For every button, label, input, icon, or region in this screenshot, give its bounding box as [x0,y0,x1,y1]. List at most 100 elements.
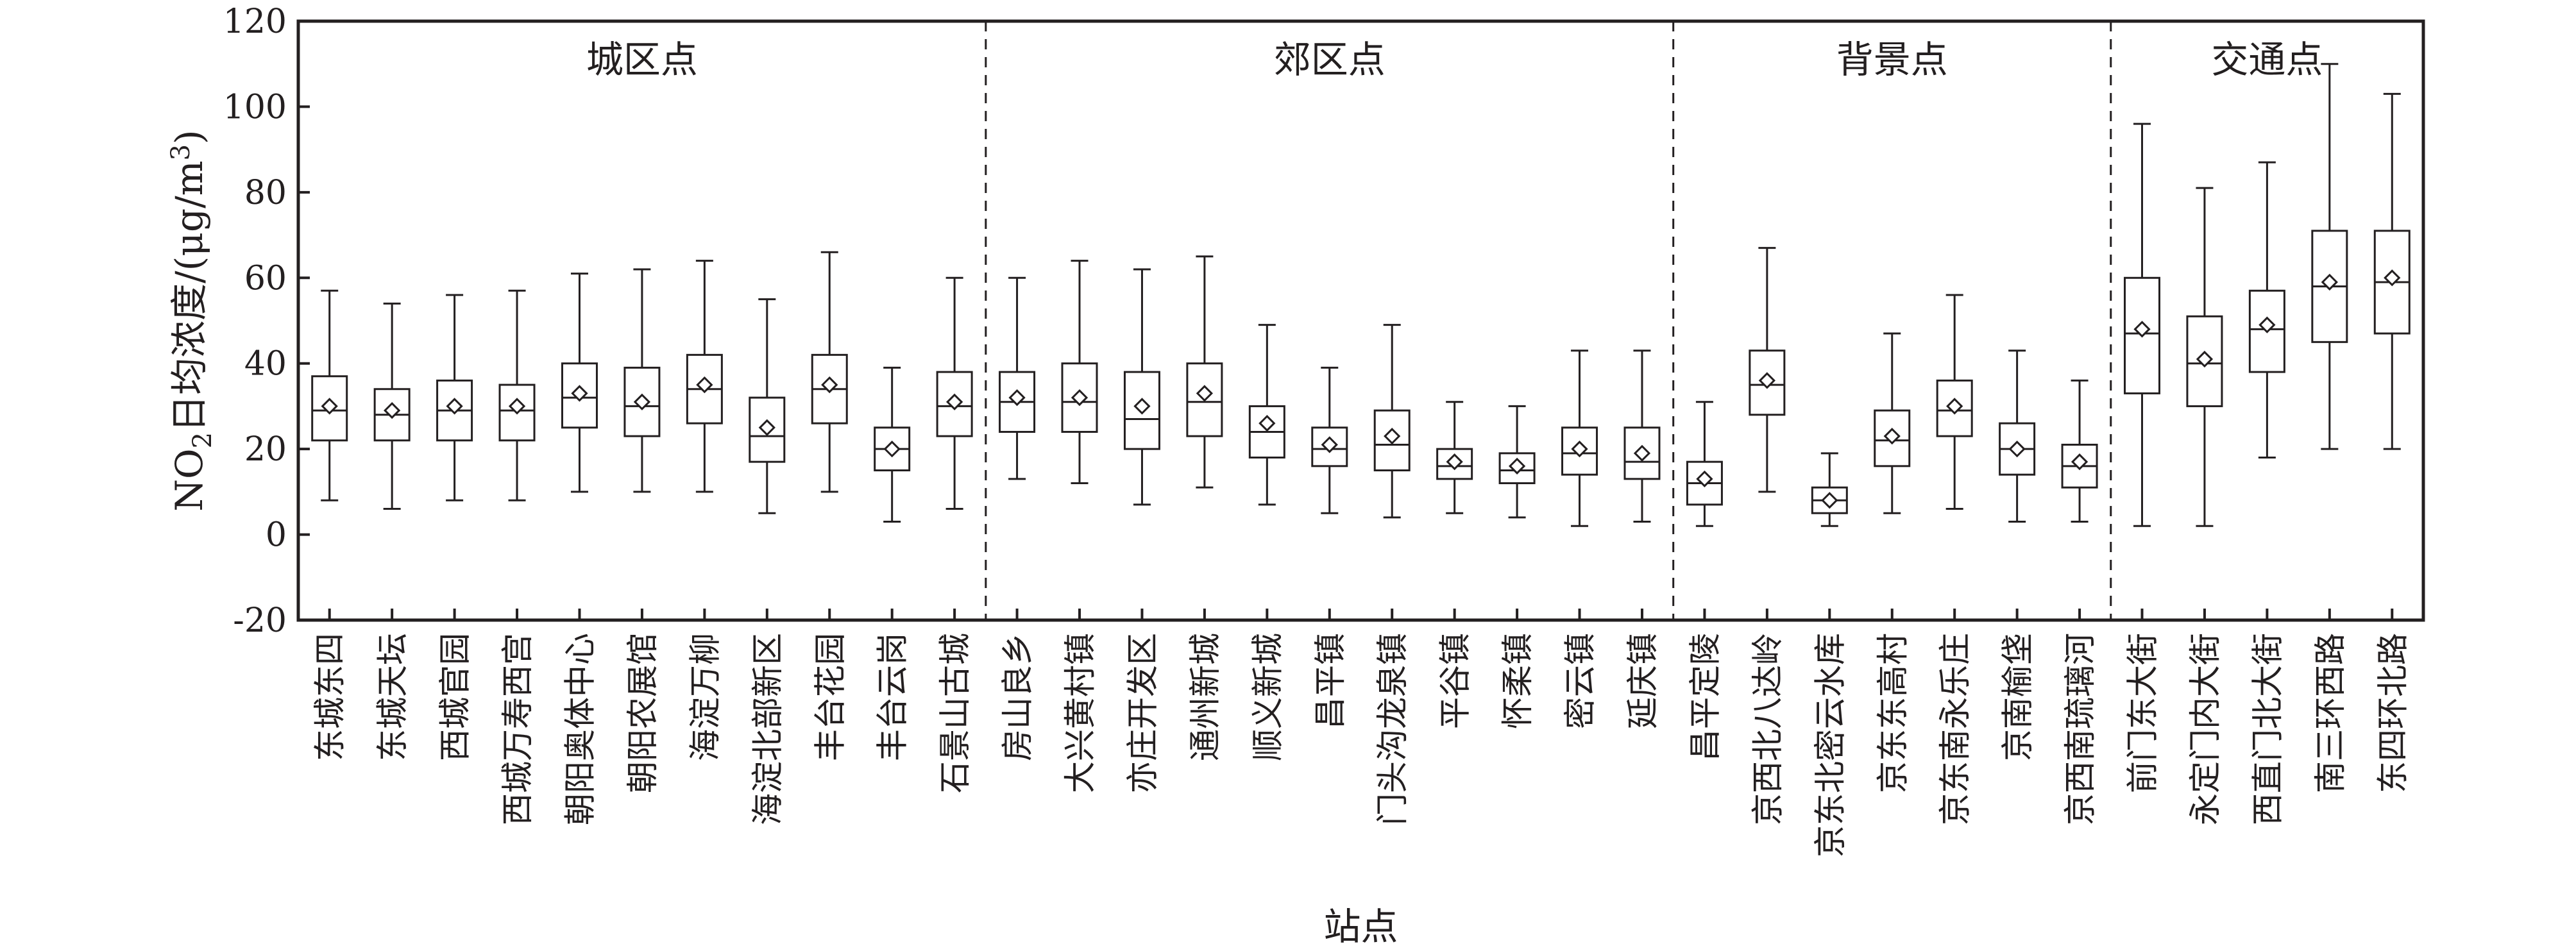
box-23 [1686,401,1723,527]
group-labels: 城区点 郊区点 背景点 交通点 [586,38,2323,81]
box-6 [623,268,661,493]
x-tick-label: 昌平定陵 [1686,633,1724,761]
box-28 [1999,349,2036,523]
x-tick-label: 西直门北大街 [2249,633,2286,825]
x-tick-label: 房山良乡 [999,633,1037,761]
x-tick-label: 京西北八达岭 [1749,633,1786,825]
box-5 [561,273,598,493]
x-tick-label: 密云镇 [1562,633,1599,729]
box-27 [1936,294,1973,510]
x-tick-label: 永定门内大街 [2187,633,2224,825]
mean-marker [508,398,526,415]
y-axis-title: NO2日均浓度/(μg/m3) [166,130,217,511]
x-tick-label: 朝阳农展馆 [624,633,661,793]
box-19 [1436,401,1473,514]
x-tick-label: 东城天坛 [374,633,411,761]
x-tick-label: 东城东四 [312,633,349,761]
x-tick-label: 大兴黄村镇 [1062,633,1099,793]
x-tick-label: 平谷镇 [1437,633,1474,729]
x-tick-label: 通州新城 [1187,633,1224,761]
x-tick-label: 怀柔镇 [1499,633,1536,729]
box-15 [1186,255,1223,489]
y-title-sub: 2 [188,432,217,448]
boxes-layer [311,63,2411,527]
y-tick-label: 120 [223,3,287,41]
y-title-post: ) [167,130,211,144]
mean-marker [2384,269,2401,287]
x-tick-label: 海淀万柳 [686,633,724,761]
box-10 [874,366,911,523]
iqr-box [1561,426,1598,476]
box-30 [2124,122,2161,527]
y-title-mid: 日均浓度/(μg/m [167,160,211,432]
x-axis-title: 站点 [1323,905,1398,948]
mean-marker [384,401,401,419]
box-18 [1373,324,1411,519]
mean-marker [446,398,463,415]
iqr-box [749,396,786,463]
box-16 [1248,324,1285,506]
y-tick-label: 100 [223,88,287,126]
box-1 [311,289,348,501]
group-label: 交通点 [2211,38,2323,81]
mean-marker [1008,389,1026,407]
mean-marker [1633,444,1651,462]
mean-marker [2071,453,2089,471]
box-14 [1123,268,1160,506]
mean-marker [1946,398,1963,415]
mean-marker [1571,441,1588,458]
x-axis: 东城东四 东城天坛 西城官园 西城万寿西宫 朝阳奥体中心 朝阳农展馆 海淀万柳 海淀北部新区丰… [312,609,2411,857]
box-29 [2061,379,2098,523]
box-34 [2373,92,2411,450]
box-11 [936,276,973,510]
mean-marker [2258,316,2276,333]
box-31 [2186,187,2223,527]
group-label: 背景点 [1836,38,1948,81]
box-26 [1874,332,1911,514]
mean-marker [2321,273,2338,291]
mean-marker [1446,453,1463,471]
x-tick-label: 昌平镇 [1312,633,1349,729]
mean-marker [883,441,901,458]
box-17 [1311,366,1348,514]
box-25 [1811,452,1848,527]
mean-marker [696,376,713,394]
y-tick-label: 0 [266,516,287,555]
box-7 [686,260,723,493]
mean-marker [1508,457,1526,475]
group-label: 城区点 [586,38,698,81]
box-13 [1061,260,1098,485]
x-tick-label: 门头沟龙泉镇 [1374,633,1411,825]
group-label: 郊区点 [1274,38,1385,81]
mean-marker [1821,492,1838,509]
x-tick-label: 京东北密云水库 [1811,633,1849,857]
mean-marker [2196,350,2214,368]
x-tick-label: 丰台花园 [811,633,849,761]
x-tick-label: 朝阳奥体中心 [561,633,598,825]
y-tick-label: -20 [233,602,287,640]
mean-marker [633,393,651,410]
mean-marker [946,393,963,410]
mean-marker [1758,372,1775,389]
box-20 [1498,405,1536,519]
box-32 [2248,161,2285,459]
box-24 [1749,247,1786,493]
plot-frame [296,19,2425,622]
y-axis: -20 0 20 40 60 80 100 120 [223,3,310,640]
iqr-box [498,383,536,442]
mean-marker [1196,385,1214,402]
x-tick-label: 顺义新城 [1249,633,1286,761]
mean-marker [1321,436,1338,453]
x-tick-label: 京西南琉璃河 [2062,633,2099,825]
x-tick-label: 京南榆垡 [1999,633,2037,761]
x-tick-label: 海淀北部新区 [749,633,786,825]
mean-marker [1384,428,1401,445]
x-tick-label: 石景山古城 [936,633,974,793]
x-tick-label: 延庆镇 [1624,633,1661,729]
box-8 [749,298,786,514]
box-21 [1561,349,1598,527]
box-2 [373,302,411,510]
y-tick-label: 80 [244,174,287,212]
x-tick-label: 西城万寿西宫 [499,633,536,825]
